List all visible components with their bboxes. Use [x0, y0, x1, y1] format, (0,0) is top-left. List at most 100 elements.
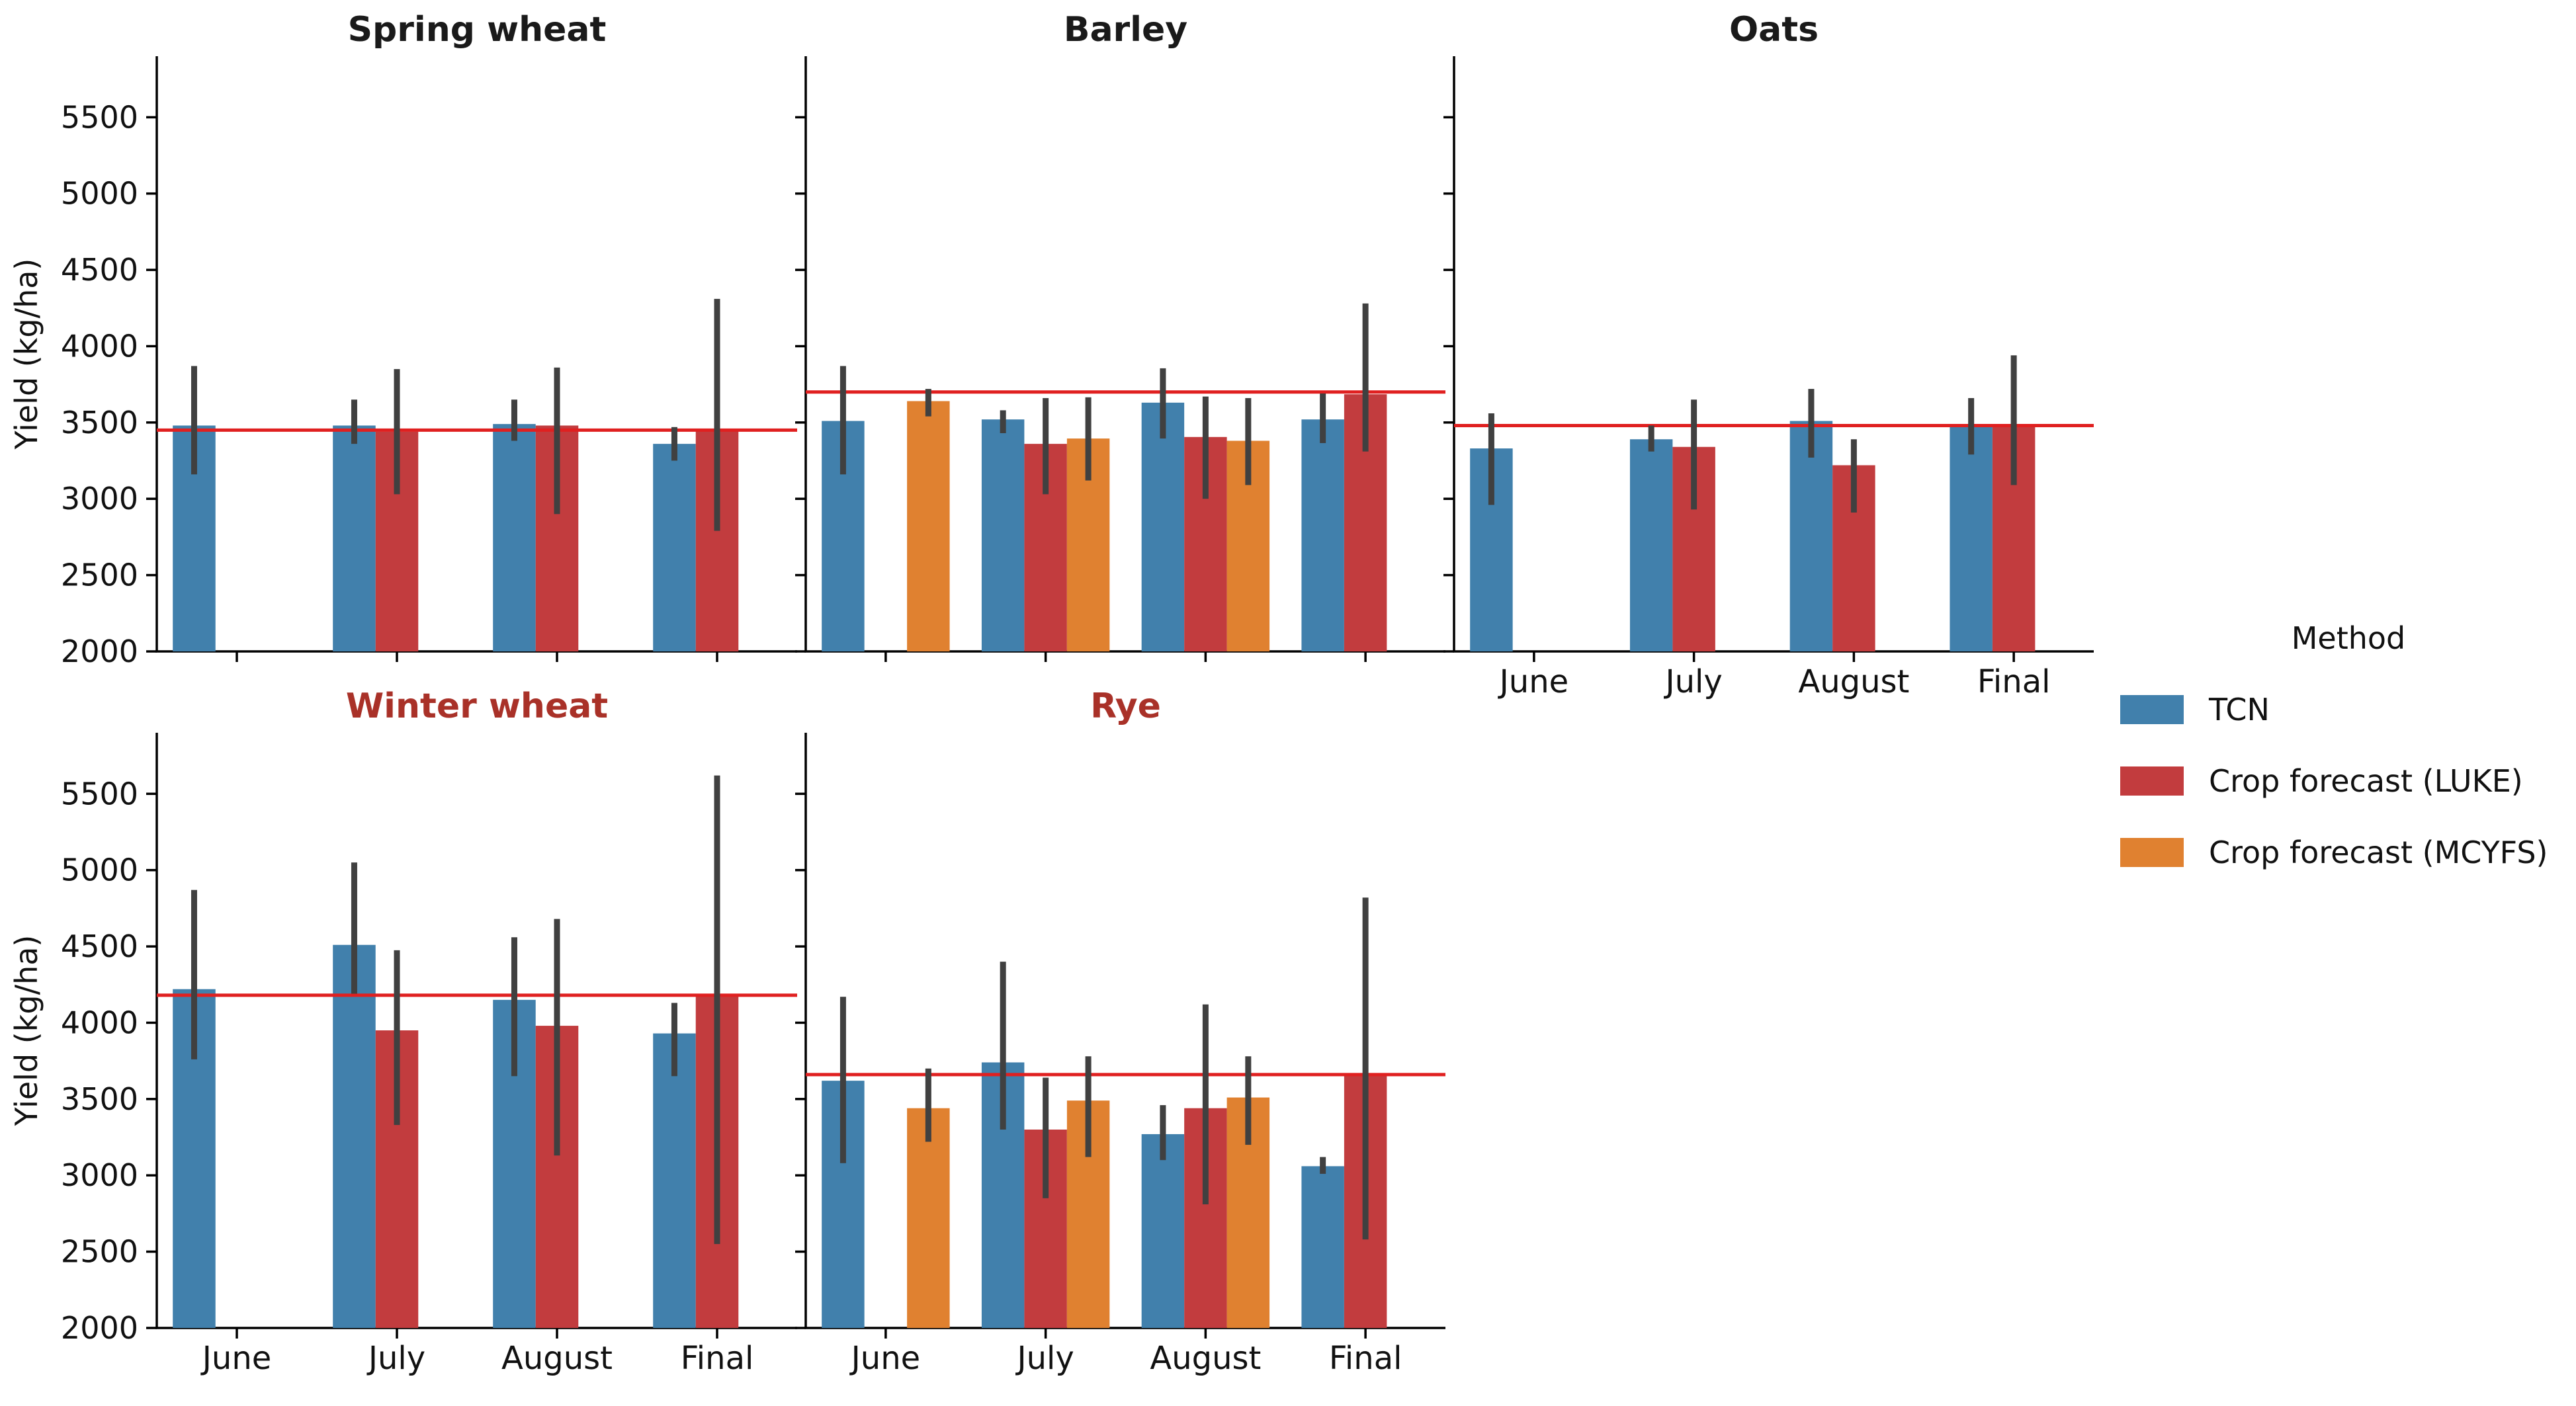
y-tick-label: 5500: [61, 776, 138, 811]
oats-plot: June July August Final: [1443, 56, 2094, 700]
legend: Method TCN Crop forecast (LUKE) Crop for…: [2120, 620, 2576, 870]
error-bar-Crop forecast (MCYFS)-July: [1085, 397, 1092, 481]
x-tick-label: July: [1015, 1340, 1074, 1377]
legend-label-luke: Crop forecast (LUKE): [2209, 763, 2523, 799]
x-tick-label: Final: [1977, 663, 2051, 700]
bar-TCN-Final: [653, 444, 696, 651]
legend-entry-tcn: TCN: [2120, 692, 2576, 727]
bar-Crop forecast (MCYFS)-June: [907, 401, 950, 651]
x-tick-label: August: [1150, 1340, 1261, 1377]
error-bar-TCN-July: [1000, 410, 1006, 433]
legend-entry-mcyfs: Crop forecast (MCYFS): [2120, 835, 2576, 870]
bar-TCN-July: [1629, 439, 1673, 651]
error-bar-TCN-August: [1160, 368, 1166, 439]
error-bar-TCN-July: [1648, 425, 1654, 452]
error-bar-TCN-July: [1000, 962, 1006, 1130]
error-bar-TCN-Final: [671, 427, 677, 461]
bar-TCN-July: [333, 425, 376, 651]
error-bar-Crop forecast (LUKE)-August: [1202, 1004, 1209, 1205]
legend-label-tcn: TCN: [2209, 692, 2270, 727]
error-bar-Crop forecast (LUKE)-July: [394, 950, 400, 1126]
bar-TCN-July: [333, 944, 376, 1328]
y-tick-label: 5500: [61, 99, 138, 135]
error-bar-TCN-June: [1488, 413, 1494, 505]
bar-TCN-Final: [1950, 427, 1993, 651]
error-bar-TCN-August: [1808, 389, 1815, 458]
error-bar-TCN-Final: [1968, 397, 1975, 455]
rye-plot: June July August Final: [795, 733, 1445, 1377]
error-bar-Crop forecast (LUKE)-August: [554, 919, 560, 1156]
error-bar-Crop forecast (LUKE)-July: [1043, 397, 1049, 495]
error-bar-TCN-Final: [1320, 1157, 1326, 1174]
error-bar-TCN-August: [511, 937, 517, 1077]
error-bar-Crop forecast (LUKE)-August: [554, 367, 560, 515]
y-tick-label: 2000: [61, 1310, 138, 1346]
x-tick-label: July: [366, 1340, 425, 1377]
error-bar-Crop forecast (LUKE)-Final: [1362, 897, 1369, 1240]
legend-title: Method: [2291, 620, 2406, 656]
x-tick-label: Final: [1329, 1340, 1402, 1377]
y-tick-label: 5000: [61, 176, 138, 212]
bar-Crop forecast (MCYFS)-June: [907, 1108, 950, 1328]
error-bar-TCN-July: [351, 862, 357, 994]
error-bar-TCN-August: [1160, 1105, 1166, 1161]
bar-TCN-August: [1141, 1134, 1185, 1328]
error-bar-Crop forecast (LUKE)-Final: [1362, 303, 1369, 452]
y-tick-label: 2500: [61, 558, 138, 593]
x-tick-label: July: [1663, 663, 1722, 700]
y-tick-label: 4500: [61, 252, 138, 288]
bar-TCN-August: [493, 424, 536, 651]
y-tick-label: 4000: [61, 328, 138, 364]
y-tick-label: 3000: [61, 481, 138, 517]
error-bar-TCN-June: [839, 997, 846, 1163]
error-bar-TCN-June: [191, 366, 197, 475]
error-bar-Crop forecast (MCYFS)-June: [925, 1068, 931, 1142]
error-bar-Crop forecast (MCYFS)-August: [1245, 397, 1252, 485]
error-bar-TCN-June: [191, 889, 197, 1059]
y-tick-label: 3500: [61, 405, 138, 440]
legend-swatch-luke-icon: [2120, 766, 2184, 796]
legend-entry-luke: Crop forecast (LUKE): [2120, 763, 2576, 799]
bar-TCN-Final: [1301, 419, 1344, 651]
y-tick-label: 3500: [61, 1081, 138, 1117]
x-tick-label: June: [200, 1340, 272, 1377]
legend-swatch-mcyfs-icon: [2120, 838, 2184, 867]
error-bar-Crop forecast (MCYFS)-June: [925, 389, 931, 417]
y-tick-label: 4500: [61, 929, 138, 964]
x-tick-label: August: [1798, 663, 1909, 700]
bar-TCN-August: [1789, 421, 1833, 651]
y-tick-label: 2000: [61, 634, 138, 669]
subplot-title-winter-wheat: Winter wheat: [345, 686, 609, 726]
error-bar-Crop forecast (LUKE)-July: [1043, 1077, 1049, 1198]
bar-TCN-Final: [1301, 1166, 1344, 1328]
subplot-title-spring-wheat: Spring wheat: [347, 10, 607, 50]
y-tick-label: 5000: [61, 852, 138, 888]
spring-wheat-plot: 2000 2500 3000 3500 4000 4500 5000 5500: [61, 56, 797, 669]
x-tick-label: Final: [681, 1340, 754, 1377]
error-bar-Crop forecast (LUKE)-August: [1850, 439, 1857, 513]
legend-swatch-tcn-icon: [2120, 695, 2184, 724]
error-bar-Crop forecast (MCYFS)-July: [1085, 1056, 1092, 1157]
error-bar-TCN-August: [511, 399, 517, 441]
winter-wheat-plot: 2000 2500 3000 3500 4000 4500 5000 5500 June July…: [61, 733, 797, 1377]
error-bar-TCN-July: [351, 399, 357, 444]
x-tick-label: August: [501, 1340, 613, 1377]
subplot-title-rye: Rye: [1090, 686, 1161, 726]
x-tick-label: June: [1498, 663, 1569, 700]
bar-TCN-Final: [653, 1033, 696, 1328]
y-tick-label: 4000: [61, 1005, 138, 1040]
x-tick-label: June: [849, 1340, 921, 1377]
error-bar-Crop forecast (LUKE)-July: [1691, 399, 1697, 510]
error-bar-Crop forecast (LUKE)-Final: [714, 775, 720, 1245]
error-bar-Crop forecast (LUKE)-Final: [2010, 355, 2017, 485]
error-bar-Crop forecast (LUKE)-August: [1202, 396, 1209, 499]
bar-TCN-August: [1141, 402, 1185, 651]
error-bar-TCN-June: [839, 366, 846, 475]
legend-label-mcyfs: Crop forecast (MCYFS): [2209, 835, 2548, 870]
y-tick-label: 2500: [61, 1234, 138, 1270]
subplot-title-oats: Oats: [1729, 10, 1819, 50]
error-bar-Crop forecast (MCYFS)-August: [1245, 1056, 1252, 1145]
bar-TCN-July: [981, 419, 1025, 651]
y-tick-label: 3000: [61, 1157, 138, 1193]
